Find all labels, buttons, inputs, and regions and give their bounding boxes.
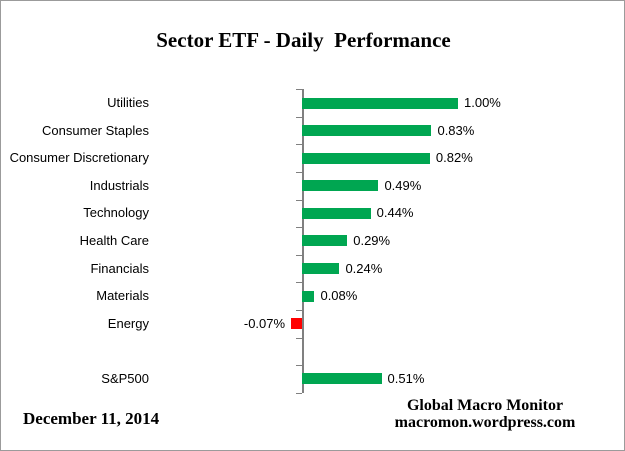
category-label: Consumer Staples — [42, 122, 149, 138]
axis-tick — [296, 199, 302, 201]
attribution-url: macromon.wordpress.com — [394, 414, 576, 431]
category-label: Health Care — [79, 232, 149, 248]
value-label: -0.07% — [243, 315, 286, 331]
attribution: Global Macro Monitor macromon.wordpress.… — [335, 397, 624, 431]
axis-tick — [296, 282, 302, 284]
category-label: S&P500 — [101, 370, 149, 386]
bar-positive — [302, 235, 348, 247]
bar-positive — [302, 180, 379, 192]
category-label: Industrials — [89, 177, 149, 193]
value-label: 1.00% — [464, 95, 501, 111]
value-label: 0.08% — [320, 288, 358, 304]
axis-tick — [296, 392, 302, 394]
bar-positive — [302, 290, 315, 302]
axis-tick — [296, 227, 302, 229]
axis-tick — [296, 365, 302, 367]
bar-positive — [302, 125, 432, 137]
axis-tick — [296, 116, 302, 118]
category-label: Consumer Discretionary — [9, 150, 149, 166]
value-label: 0.24% — [345, 260, 383, 276]
category-label: Technology — [83, 205, 149, 221]
value-label: 0.44% — [376, 205, 414, 221]
axis-tick — [296, 144, 302, 146]
bar-positive — [302, 207, 371, 219]
axis-tick — [296, 337, 302, 339]
category-label: Energy — [107, 315, 149, 331]
value-label: 0.83% — [437, 122, 475, 138]
value-label: 0.29% — [353, 232, 391, 248]
bar-negative — [291, 318, 302, 330]
value-label: 0.82% — [435, 150, 473, 166]
category-label: Financials — [90, 260, 149, 276]
chart-title: Sector ETF - Daily Performance — [156, 28, 451, 52]
category-label: Utilities — [107, 95, 149, 111]
value-label: 0.49% — [384, 177, 422, 193]
date-label: December 11, 2014 — [23, 409, 160, 428]
axis-tick — [296, 254, 302, 256]
bar-positive — [302, 152, 430, 164]
axis-tick — [296, 309, 302, 311]
bar-positive — [302, 263, 340, 275]
axis-tick — [296, 172, 302, 174]
category-label: Materials — [96, 288, 149, 304]
bar-positive — [302, 373, 382, 385]
bar-positive — [302, 97, 458, 109]
axis-tick — [296, 89, 302, 91]
attribution-source: Global Macro Monitor — [406, 397, 564, 414]
value-label: 0.51% — [387, 370, 425, 386]
